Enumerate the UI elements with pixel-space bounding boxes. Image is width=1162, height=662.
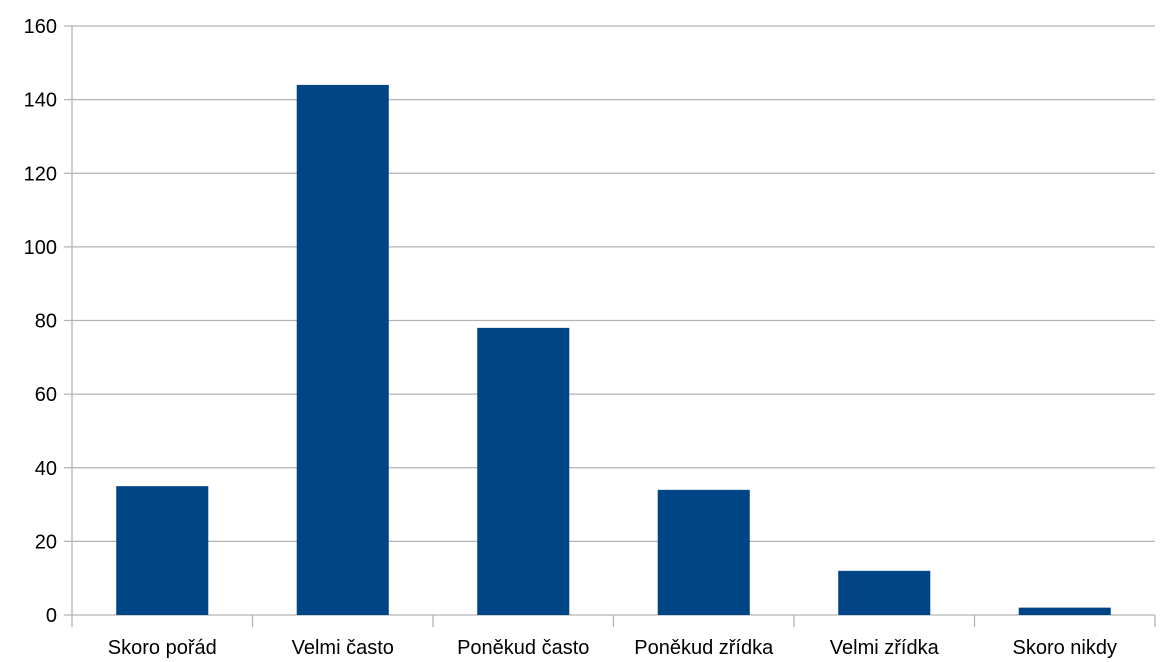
y-tick-label: 140 bbox=[24, 90, 57, 112]
y-tick-label: 40 bbox=[35, 458, 57, 480]
bar bbox=[477, 327, 570, 615]
x-tick-label: Poněkud zřídka bbox=[634, 637, 774, 659]
x-tick-label: Velmi často bbox=[292, 637, 394, 659]
bars bbox=[116, 84, 1111, 615]
y-tick-label: 0 bbox=[46, 605, 57, 627]
y-tick-label: 80 bbox=[35, 311, 57, 333]
x-tick-label: Skoro nikdy bbox=[1013, 637, 1118, 659]
x-tick-label: Poněkud často bbox=[457, 637, 589, 659]
bar bbox=[296, 84, 389, 615]
x-tick-label: Skoro pořád bbox=[108, 637, 217, 659]
gridlines bbox=[64, 25, 1155, 616]
bar bbox=[116, 486, 209, 615]
bar bbox=[1018, 607, 1111, 615]
bar bbox=[657, 489, 750, 615]
y-tick-label: 120 bbox=[24, 163, 57, 185]
y-tick-label: 100 bbox=[24, 237, 57, 259]
y-tick-label: 20 bbox=[35, 531, 57, 553]
y-tick-label: 160 bbox=[24, 16, 57, 38]
y-tick-labels: 0 20 40 60 80 100 120 140 160 bbox=[24, 16, 57, 627]
x-tick-label: Velmi zřídka bbox=[830, 637, 940, 659]
bar bbox=[838, 570, 931, 615]
axes bbox=[71, 26, 1156, 627]
y-tick-label: 60 bbox=[35, 384, 57, 406]
x-tick-labels: Skoro pořád Velmi často Poněkud často Poněk… bbox=[108, 637, 1117, 659]
